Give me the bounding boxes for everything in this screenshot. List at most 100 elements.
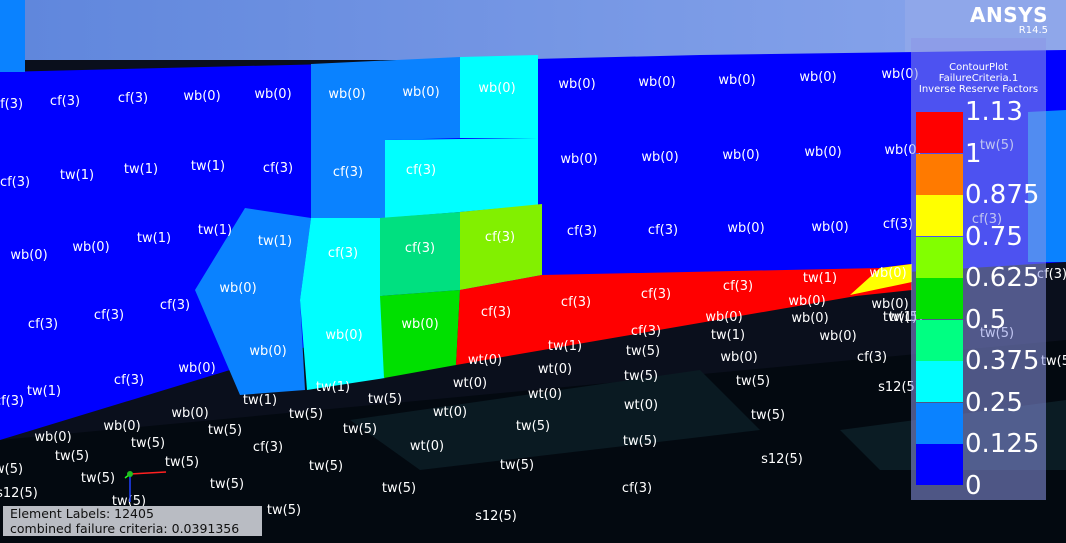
element-label: cf(3) xyxy=(631,324,661,339)
legend-value-label: 0.75 xyxy=(965,221,1023,252)
element-labels-layer: cf(3) cf(3) cf(3) wb(0) wb(0) wb(0) wb(0) wb(0)… xyxy=(0,67,1066,536)
contour-element-critical xyxy=(456,264,912,365)
element-label: wb(0) xyxy=(722,148,759,163)
element-label: cf(3) xyxy=(118,91,148,106)
element-label: wb(0) xyxy=(178,361,215,376)
element-label: cf(3) xyxy=(253,440,283,455)
legend-value-label: 0.25 xyxy=(965,387,1023,418)
element-label: s12(5) xyxy=(0,486,38,501)
element-label: wb(0) xyxy=(325,328,362,343)
element-label: tw(5) xyxy=(267,503,301,518)
element-label: wb(0) xyxy=(183,89,220,104)
element-label: tw(1) xyxy=(803,271,837,286)
element-label: wb(0) xyxy=(705,310,742,325)
element-label: tw(5) xyxy=(751,408,785,423)
element-label: cf(3) xyxy=(857,350,887,365)
element-label: wt(0) xyxy=(624,398,658,413)
element-label: tw(5) xyxy=(500,458,534,473)
contour-legend[interactable]: ContourPlot FailureCriteria.1 Inverse Re… xyxy=(911,38,1046,500)
element-label: cf(3) xyxy=(114,373,144,388)
element-label: wb(0) xyxy=(804,145,841,160)
element-label: wb(0) xyxy=(34,430,71,445)
element-label: wb(0) xyxy=(171,406,208,421)
contour-element xyxy=(380,290,460,378)
legend-value-label: 0.125 xyxy=(965,429,1040,459)
element-label: s12(5) xyxy=(878,380,920,395)
element-label: tw(5) xyxy=(368,392,402,407)
element-label: wt(0) xyxy=(538,362,572,377)
element-label: tw(1) xyxy=(137,231,171,246)
element-label: tw(5) xyxy=(165,455,199,470)
failure-criteria-info: combined failure criteria: 0.0391356 xyxy=(10,521,240,536)
element-label: cf(3) xyxy=(561,295,591,310)
element-label: tw(5) xyxy=(626,344,660,359)
element-label: wb(0) xyxy=(560,152,597,167)
legend-band xyxy=(916,112,963,153)
element-label: wb(0) xyxy=(558,77,595,92)
element-label: wb(0) xyxy=(402,85,439,100)
element-label: cf(3) xyxy=(883,217,913,232)
contour-element xyxy=(850,264,912,295)
element-label: tw(1) xyxy=(711,328,745,343)
element-label: wb(0) xyxy=(791,311,828,326)
element-label: tw(5) xyxy=(309,459,343,474)
element-label: tw(5) xyxy=(289,407,323,422)
element-label: tw(1) xyxy=(243,393,277,408)
element-label: wt(0) xyxy=(410,439,444,454)
contour-element xyxy=(311,57,460,218)
legend-band xyxy=(916,195,963,236)
element-label: tw(1) xyxy=(258,234,292,249)
element-label: wb(0) xyxy=(718,73,755,88)
element-label: wb(0) xyxy=(819,329,856,344)
element-label: cf(3) xyxy=(481,305,511,320)
legend-band xyxy=(916,444,963,485)
legend-value-label: 0.625 xyxy=(965,263,1040,293)
element-label: tw(5) xyxy=(382,481,416,496)
element-label: tw(5) xyxy=(343,422,377,437)
element-label: wb(0) xyxy=(799,70,836,85)
contour-element xyxy=(385,138,538,218)
legend-title-line: FailureCriteria.1 xyxy=(938,73,1019,84)
contour-element xyxy=(195,208,311,395)
element-label: cf(3) xyxy=(641,287,671,302)
legend-band xyxy=(916,319,963,361)
element-label: cf(3) xyxy=(333,165,363,180)
element-label: cf(3) xyxy=(648,223,678,238)
contour-element xyxy=(460,55,538,138)
element-label: wb(0) xyxy=(720,350,757,365)
element-label: tw(1) xyxy=(548,339,582,354)
element-label: wb(0) xyxy=(871,297,908,312)
element-label: tw(1) xyxy=(124,162,158,177)
brand-version: R14.5 xyxy=(1018,25,1048,36)
element-label: wt(0) xyxy=(528,387,562,402)
element-label: tw(5) xyxy=(623,434,657,449)
element-label: tw(1) xyxy=(60,168,94,183)
element-label: cf(3) xyxy=(28,317,58,332)
element-label: wb(0) xyxy=(881,67,918,82)
element-label: cf(3) xyxy=(0,97,23,112)
element-label: cf(3) xyxy=(160,298,190,313)
element-label: wt(0) xyxy=(453,376,487,391)
lower-shade-patch xyxy=(350,370,760,470)
element-label: cf(3) xyxy=(406,163,436,178)
element-label: tw(5) xyxy=(516,419,550,434)
ansys-logo: ANSYS R14.5 xyxy=(970,3,1048,36)
element-label: wb(0) xyxy=(249,344,286,359)
legend-band xyxy=(916,402,963,444)
axis-triad-icon xyxy=(124,471,167,502)
element-label: tw(5) xyxy=(0,462,23,477)
element-label: wb(0) xyxy=(638,75,675,90)
element-label: tw(5) xyxy=(112,494,146,509)
element-label: wb(0) xyxy=(478,81,515,96)
element-label: cf(3) xyxy=(567,224,597,239)
legend-title-line: ContourPlot xyxy=(949,62,1008,73)
element-label: cf(3) xyxy=(0,394,24,409)
element-label: tw(1) xyxy=(198,223,232,238)
element-label: wb(0) xyxy=(811,220,848,235)
contour-element xyxy=(300,218,385,390)
legend-value-label: 0 xyxy=(965,470,982,501)
element-label: wb(0) xyxy=(103,419,140,434)
legend-value-label: 0.5 xyxy=(965,304,1007,335)
element-label: tw(1) xyxy=(27,384,61,399)
